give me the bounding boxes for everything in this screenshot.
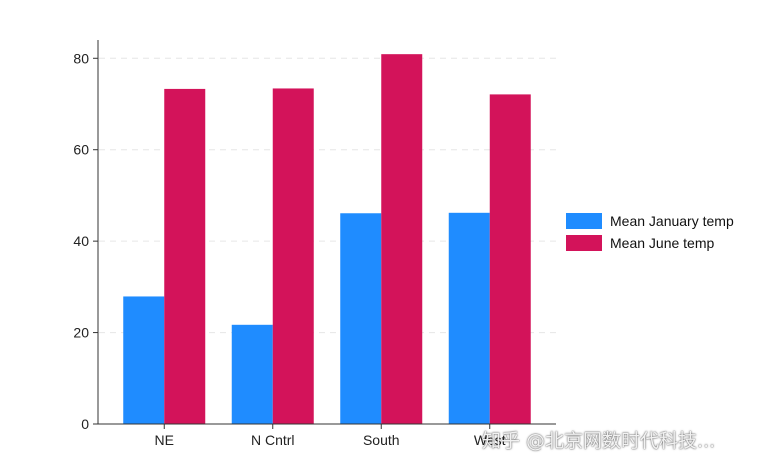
legend-label-june: Mean June temp <box>610 235 715 251</box>
x-ticks: NE N Cntrl South West <box>155 424 506 448</box>
bar-june-ne <box>164 88 206 425</box>
bar-january-n-cntrl <box>231 324 273 424</box>
x-tick-label: NE <box>155 432 174 448</box>
bar-june-west <box>489 94 531 425</box>
x-tick-label: West <box>474 432 506 448</box>
y-tick-label: 20 <box>73 325 89 341</box>
legend-item-january: Mean January temp <box>566 210 734 232</box>
y-tick-label: 0 <box>81 416 89 432</box>
bar-june-south <box>381 54 423 425</box>
y-ticks: 0 20 40 60 80 <box>73 50 98 432</box>
legend-label-january: Mean January temp <box>610 213 734 229</box>
legend-swatch-june <box>566 235 602 251</box>
axes <box>97 40 556 425</box>
bars <box>123 54 531 425</box>
bar-january-west <box>448 212 490 424</box>
y-tick-label: 40 <box>73 233 89 249</box>
x-tick-label: South <box>363 432 400 448</box>
y-tick-label: 80 <box>73 50 89 66</box>
x-tick-label: N Cntrl <box>251 432 295 448</box>
watermark: 知乎 @北京网数时代科技... <box>482 430 716 452</box>
bar-january-ne <box>123 296 165 424</box>
y-tick-label: 60 <box>73 142 89 158</box>
legend-item-june: Mean June temp <box>566 232 734 254</box>
legend-swatch-january <box>566 213 602 229</box>
bar-june-n-cntrl <box>272 88 314 424</box>
legend: Mean January temp Mean June temp <box>566 210 734 254</box>
bar-january-south <box>340 213 382 424</box>
